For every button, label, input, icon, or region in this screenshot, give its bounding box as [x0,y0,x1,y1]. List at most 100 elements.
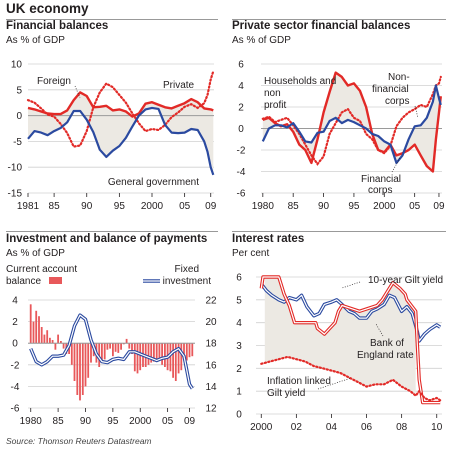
x-tick-label: 1981 [17,201,40,212]
series-annotation: financial [372,84,409,95]
y-tick-label: 10 [11,60,23,71]
bar [51,340,54,344]
x-tick-label: 05 [162,416,174,427]
bar [122,343,125,345]
series-annotation: Foreign [37,76,71,87]
x-tick-label: 2000 [373,201,396,212]
series-annotation: balance [6,276,41,287]
x-tick-label: 95 [107,416,119,427]
y-tick-label: 4 [236,318,242,329]
y-tick-label: 2 [12,317,18,328]
series-annotation: Private [163,80,195,91]
bar [139,343,142,371]
y-tick-label: 2 [238,103,244,114]
x-tick-label: 08 [396,422,408,433]
x-tick-label: 2000 [129,416,152,427]
legend-swatch [49,277,62,284]
bar [158,343,161,361]
panel-rule [232,19,446,20]
series-line [30,314,193,389]
series-annotation: non [264,88,281,99]
y-tick-label: 16 [205,360,217,371]
bar [161,343,163,365]
x-tick-label: 1980 [252,201,275,212]
y-tick-label: -15 [8,189,23,200]
shaded-area [28,92,214,175]
bar [125,338,128,344]
bar [106,343,109,350]
series-line [260,355,442,402]
bar [147,343,150,365]
bar [155,343,158,360]
bar [54,343,57,350]
series-annotation: investment [163,276,212,287]
bar [49,337,51,344]
bar [169,343,172,372]
x-tick-label: 05 [179,201,191,212]
y-tick-label: 5 [236,295,242,306]
bar [38,316,40,344]
x-tick-label: 95 [114,201,126,212]
bar [188,343,191,358]
y-tick-label: 3 [236,341,242,352]
x-tick-label: 2000 [250,422,273,433]
y-tick-label: -5 [13,137,22,148]
series-annotation: corps [385,96,409,107]
bar [177,343,180,374]
series-line [261,75,442,166]
bar [180,343,183,371]
bar [131,343,133,354]
x-tick-label: 2000 [141,201,164,212]
bar [81,343,84,395]
bar [128,343,131,349]
bar [153,343,155,362]
series-annotation: Non- [388,72,410,83]
y-tick-label: 4 [238,81,244,92]
bar [79,343,81,401]
series-annotation: England rate [357,350,414,361]
x-tick-label: 90 [81,201,93,212]
series-annotation: Gilt yield [267,388,305,399]
panel-rule [6,19,218,20]
bar [43,334,46,344]
chart-title: Interest rates [232,233,305,245]
bar [172,343,174,378]
y-tick-label: 0 [16,111,22,122]
chart-subtitle: As % of GDP [232,35,291,46]
series-annotation: profit [264,100,286,111]
panel-rule [232,231,446,232]
panel-rule [6,231,218,232]
y-tick-label: -4 [11,382,20,393]
bar [87,343,90,378]
series-annotation: corps [368,185,392,196]
series-annotation: Inflation linked [267,376,331,387]
y-tick-label: 0 [236,410,242,421]
bar [150,343,153,363]
bar [114,343,117,352]
x-tick-label: 85 [53,416,65,427]
series-annotation: 10-year Gilt yield [368,275,443,286]
series-line [27,91,214,118]
series-annotation: Financial [361,174,401,185]
chart-title: Private sector financial balances [232,20,411,32]
bar [112,343,114,357]
y-tick-label: 1 [236,387,242,398]
bar [90,343,92,363]
y-tick-label: 22 [205,296,217,307]
annotation-leader [414,105,419,119]
source-note: Source: Thomson Reuters Datastream [6,436,152,446]
page-title: UK economy [6,1,89,16]
x-tick-label: 85 [49,201,61,212]
bar [70,343,73,365]
chart-subtitle: Per cent [232,248,270,259]
bar [32,321,35,344]
bar [76,343,79,395]
bar [174,343,177,381]
x-tick-label: 90 [318,201,330,212]
x-tick-label: 10 [431,422,443,433]
y-tick-label: -6 [11,404,20,415]
chart-subtitle: As % of GDP [6,35,65,46]
bar [164,343,166,367]
